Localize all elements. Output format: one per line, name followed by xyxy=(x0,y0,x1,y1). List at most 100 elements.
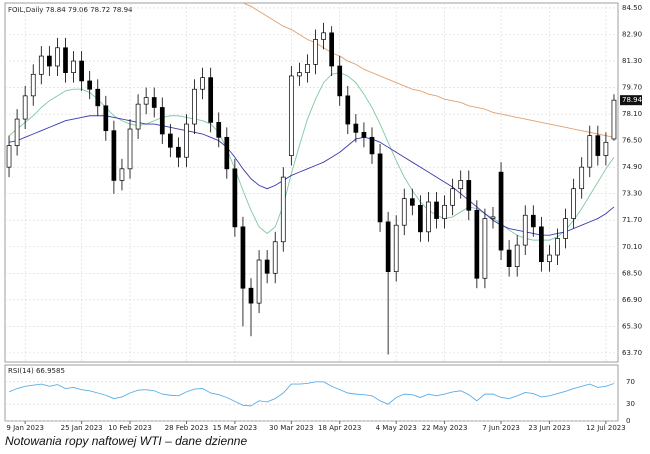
candle-body xyxy=(95,88,101,107)
x-tick-label: 28 Feb 2023 xyxy=(165,424,209,432)
candle-body xyxy=(409,198,415,206)
y-tick-label: 66.90 xyxy=(622,296,642,304)
candle-body xyxy=(563,218,568,239)
candle-body xyxy=(522,214,528,246)
y-tick-label: 84.50 xyxy=(622,4,642,12)
x-tick-label: 22 May 2023 xyxy=(422,424,468,432)
candle-body xyxy=(208,77,214,123)
candle-body xyxy=(151,97,157,108)
candle-body xyxy=(547,254,552,263)
candle-body xyxy=(426,201,431,233)
y-tick-label: 79.70 xyxy=(622,84,642,92)
rsi-line xyxy=(8,381,615,407)
candle-body xyxy=(571,188,576,219)
candle-body xyxy=(30,73,36,97)
candle-body xyxy=(401,198,407,226)
rsi-tick-label: 0 xyxy=(626,417,630,425)
candle-body xyxy=(555,238,560,256)
candle-body xyxy=(458,180,464,190)
candle-body xyxy=(587,135,593,168)
moving-average xyxy=(242,2,615,138)
candle-body xyxy=(224,136,230,170)
candle-body xyxy=(474,209,480,279)
candle-body xyxy=(595,135,601,156)
candle-body xyxy=(434,201,439,219)
candle-body xyxy=(272,241,278,274)
rsi-title: RSI(14) 66.9585 xyxy=(8,367,65,375)
y-tick-label: 73.30 xyxy=(622,190,642,198)
y-tick-label: 63.70 xyxy=(622,349,642,357)
candle-body xyxy=(38,55,44,75)
x-tick-label: 23 Jun 2023 xyxy=(528,424,570,432)
y-tick-label: 65.30 xyxy=(622,322,642,330)
candle-body xyxy=(240,226,246,289)
y-tick-label: 70.10 xyxy=(622,243,642,251)
candle-body xyxy=(506,249,512,268)
candle-body xyxy=(611,99,617,140)
y-tick-label: 78.10 xyxy=(622,110,642,118)
candle-body xyxy=(63,47,68,73)
candle-body xyxy=(385,221,391,272)
candle-body xyxy=(345,95,351,125)
candle-body xyxy=(337,65,343,97)
rsi-tick-label: 70 xyxy=(626,378,635,386)
candle-body xyxy=(22,95,28,120)
y-tick-label: 82.90 xyxy=(622,31,642,39)
x-tick-label: 25 Jan 2023 xyxy=(61,424,103,432)
moving-average xyxy=(8,72,615,241)
candle-body xyxy=(353,123,359,133)
candle-body xyxy=(264,259,270,274)
y-tick-label: 81.30 xyxy=(622,57,642,65)
candle-body xyxy=(143,97,149,105)
x-tick-label: 10 Feb 2023 xyxy=(108,424,152,432)
candle-body xyxy=(47,55,52,67)
rsi-panel xyxy=(4,364,619,422)
candle-body xyxy=(176,146,181,158)
caption: Notowania ropy naftowej WTI – dane dzien… xyxy=(5,434,247,448)
candle-body xyxy=(71,60,76,73)
candle-body xyxy=(119,168,125,181)
candle-body xyxy=(305,64,310,73)
last-price-box xyxy=(620,95,642,106)
x-tick-label: 7 Jun 2023 xyxy=(482,424,520,432)
x-tick-label: 12 Jul 2023 xyxy=(586,424,626,432)
candle-body xyxy=(87,80,93,90)
candle-body xyxy=(167,133,173,148)
candle-body xyxy=(200,77,205,90)
candle-body xyxy=(184,123,189,158)
candle-body xyxy=(288,75,294,156)
candle-body xyxy=(442,204,447,219)
candle-body xyxy=(514,244,520,268)
y-tick-label: 74.90 xyxy=(622,163,642,171)
candle-body xyxy=(216,122,222,138)
candle-body xyxy=(111,130,117,181)
y-tick-label: 71.70 xyxy=(622,216,642,224)
chart-title: FOIL,Daily 78.84 79.06 78.72 78.94 xyxy=(8,6,133,14)
candle-body xyxy=(297,72,302,77)
candle-body xyxy=(579,166,585,190)
candle-body xyxy=(135,103,141,130)
candle-body xyxy=(103,105,109,132)
candle-body xyxy=(498,171,504,251)
candle-body xyxy=(127,128,133,170)
candle-body xyxy=(14,118,20,146)
candle-body xyxy=(393,224,399,272)
candle-body xyxy=(369,136,375,155)
candle-body xyxy=(256,259,262,304)
candle-body xyxy=(329,32,335,67)
x-tick-label: 4 May 2023 xyxy=(376,424,417,432)
candle-body xyxy=(490,216,496,219)
candle-body xyxy=(482,218,488,279)
last-price-label: 78.94 xyxy=(622,96,643,104)
candle-body xyxy=(159,107,165,135)
candle-body xyxy=(192,88,197,125)
y-tick-label: 68.50 xyxy=(622,269,642,277)
candle-body xyxy=(603,141,609,156)
candle-body xyxy=(248,287,254,304)
x-tick-label: 18 Apr 2023 xyxy=(318,424,361,432)
candle-body xyxy=(418,204,423,233)
candle-body xyxy=(79,60,84,82)
y-tick-label: 76.50 xyxy=(622,137,642,145)
